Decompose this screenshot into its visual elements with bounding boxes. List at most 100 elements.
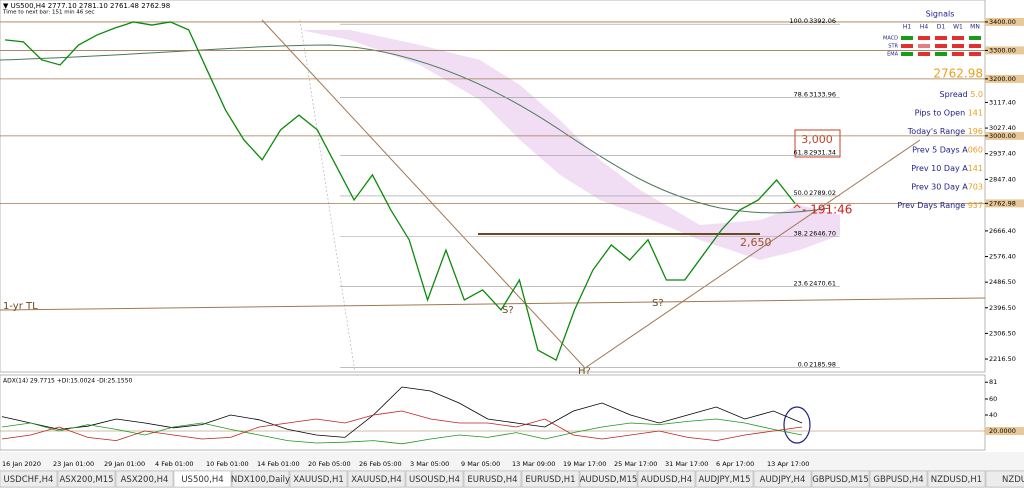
adx-line xyxy=(1,386,803,438)
signal-cell xyxy=(969,44,981,48)
tab[interactable] xyxy=(695,470,754,488)
tab[interactable] xyxy=(347,470,406,488)
tab[interactable] xyxy=(231,470,290,488)
stat-label: Prev 5 Days A xyxy=(912,145,968,154)
fib-price: 2646.70 xyxy=(809,230,836,238)
tab[interactable] xyxy=(463,470,522,488)
price-tick-label: 2847.40 xyxy=(989,175,1016,183)
dotted-line xyxy=(299,19,356,373)
adx-label: ADX(14) 29.7715 +DI:15.0024 -DI:25.1550 xyxy=(3,378,133,385)
tab-label: ASX200,H4 xyxy=(121,475,169,485)
chart-header: ▼ US500,H4 2777.10 2781.10 2761.48 2762.… xyxy=(3,2,170,10)
level-tag xyxy=(985,17,1024,26)
stat-value: 937 xyxy=(968,201,983,210)
tab[interactable] xyxy=(57,470,116,488)
signal-cell xyxy=(901,44,913,48)
stat-line: Pips to Open 141 xyxy=(915,108,983,117)
tab[interactable] xyxy=(405,470,464,488)
price-tick-label: 2666.40 xyxy=(989,227,1016,235)
tab[interactable] xyxy=(869,470,928,488)
date-label: 20 Feb 05:00 xyxy=(308,460,351,468)
signal-cell xyxy=(952,36,964,40)
signal-column: D1 xyxy=(937,24,946,31)
tab[interactable] xyxy=(985,470,1024,488)
adx-line xyxy=(1,410,803,442)
price-tick-label: 2762.98 xyxy=(989,199,1016,207)
stat-line: Prev 10 Day A141 xyxy=(911,164,983,173)
fib-ratio: 78.6 xyxy=(794,91,808,99)
fib-price: 3133.96 xyxy=(809,91,836,99)
level-tag xyxy=(985,46,1024,55)
annotation-box xyxy=(794,129,841,158)
tab[interactable] xyxy=(579,470,638,488)
shoulder-label: S? xyxy=(652,298,664,309)
fib-price: 2931.34 xyxy=(809,148,836,156)
tab-label: GBPUSD,H4 xyxy=(873,475,923,485)
price-tick-label: 2216.50 xyxy=(989,355,1016,363)
price-line xyxy=(4,21,796,361)
price-tick-label: 2306.50 xyxy=(989,329,1016,337)
stat-label: Today's Range xyxy=(907,127,968,136)
price-tick-label: 3000.00 xyxy=(989,132,1016,140)
fib-ratio: 100.0 xyxy=(789,17,808,25)
chart-frame xyxy=(0,0,986,373)
date-label: 13 Apr 17:00 xyxy=(767,460,809,468)
tab[interactable] xyxy=(811,470,870,488)
adx-line xyxy=(1,418,803,445)
tab-label: AUDUSD,H4 xyxy=(641,475,692,485)
stat-label: Prev Days Range xyxy=(897,201,967,210)
tab-label: USDCHF,H4 xyxy=(4,475,54,485)
level-tag xyxy=(985,74,1024,83)
stat-value: 5.0 xyxy=(970,90,983,99)
tab-label: NDX100,Daily xyxy=(231,475,290,485)
highlight-circle xyxy=(783,406,811,444)
fib-ratio: 23.6 xyxy=(794,280,808,288)
signal-row: MACD xyxy=(883,36,898,42)
tab[interactable] xyxy=(173,470,232,488)
tab[interactable] xyxy=(927,470,986,488)
tab-label: USOUSD,H4 xyxy=(409,475,460,485)
tab[interactable] xyxy=(521,470,580,488)
box-label: 3,000 xyxy=(801,133,833,146)
signal-cell xyxy=(901,36,913,40)
stat-value: 141 xyxy=(968,164,983,173)
signal-row: STR xyxy=(888,44,898,50)
date-label: 31 Mar 17:00 xyxy=(665,460,708,468)
tab-label: GBPUSD,M15 xyxy=(812,475,869,485)
date-label: 23 Jan 01:00 xyxy=(53,460,94,468)
price-tick-label: 2576.40 xyxy=(989,253,1016,261)
signal-cell xyxy=(918,52,930,56)
stat-line: Prev 5 Days A060 xyxy=(912,145,983,154)
tab-label: EURUSD,H1 xyxy=(525,475,575,485)
fib-ratio: 0.0 xyxy=(798,361,808,369)
price-tick-label: 3027.40 xyxy=(989,124,1016,132)
stat-value: 703 xyxy=(968,182,983,191)
price-tick-label: 3400.00 xyxy=(989,18,1016,26)
tab-label: US500,H4 xyxy=(181,475,223,485)
signal-cell xyxy=(952,44,964,48)
signal-cell xyxy=(969,36,981,40)
stat-value: 141 xyxy=(968,108,983,117)
tab[interactable] xyxy=(637,470,696,488)
date-label: 25 Mar 17:00 xyxy=(614,460,657,468)
tab[interactable] xyxy=(115,470,174,488)
stat-label: Prev 10 Day A xyxy=(911,164,968,173)
fib-ratio: 50.0 xyxy=(794,189,808,197)
date-label: 4 Feb 01:00 xyxy=(155,460,194,468)
stat-line: Prev Days Range 937 xyxy=(897,201,983,210)
date-label: 14 Feb 01:00 xyxy=(257,460,300,468)
date-label: 3 Mar 05:00 xyxy=(410,460,449,468)
tab-label: NZDUSD,H1 xyxy=(931,475,982,485)
tab-label: EURUSD,H4 xyxy=(467,475,517,485)
current-price: 2762.98 xyxy=(933,67,983,81)
tab[interactable] xyxy=(0,470,58,488)
date-label: 13 Mar 09:00 xyxy=(512,460,555,468)
ichimoku-cloud xyxy=(300,30,840,260)
tab[interactable] xyxy=(753,470,812,488)
date-axis xyxy=(0,452,1024,470)
tab-label: ASX200,M15 xyxy=(59,475,113,485)
stat-value: 196 xyxy=(968,127,983,136)
tab[interactable] xyxy=(289,470,348,488)
